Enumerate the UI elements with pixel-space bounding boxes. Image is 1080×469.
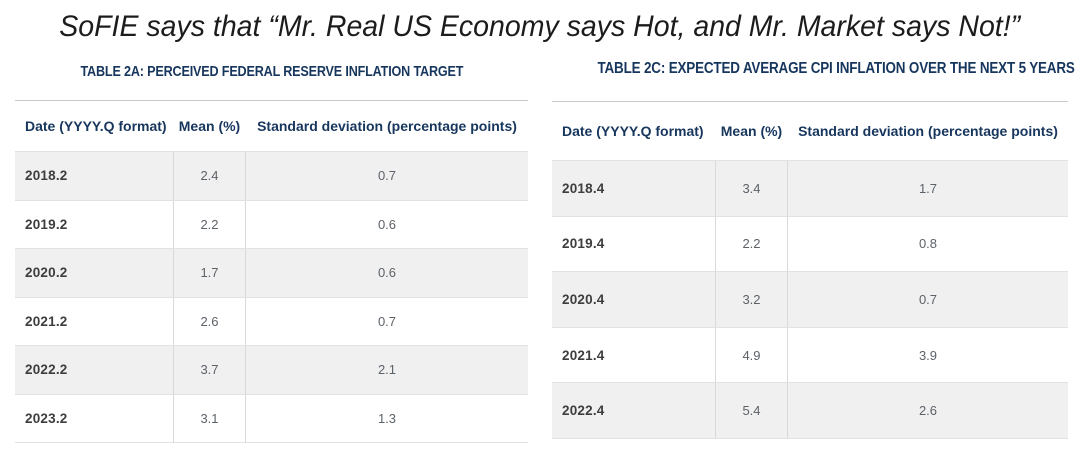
table-row: 2021.2 2.6 0.7 (15, 297, 528, 346)
table-2c-title: TABLE 2C: EXPECTED AVERAGE CPI INFLATION… (552, 57, 1074, 101)
table-2c: TABLE 2C: EXPECTED AVERAGE CPI INFLATION… (552, 57, 1075, 439)
table-2a: TABLE 2A: PERCEIVED FEDERAL RESERVE INFL… (15, 60, 528, 443)
table-2c-top-rule (552, 101, 1068, 102)
column-header-date: Date (YYYY.Q format) (25, 118, 167, 134)
slide-title-text: SoFIE says that “Mr. Real US Economy say… (59, 10, 1021, 43)
table-row: 2020.4 3.2 0.7 (552, 272, 1068, 328)
sd-cell: 0.6 (377, 216, 397, 232)
mean-cell: 5.4 (715, 383, 788, 438)
mean-cell: 2.2 (715, 216, 788, 272)
table-row: 2023.2 3.1 1.3 (15, 394, 528, 443)
table-2a-title: TABLE 2A: PERCEIVED FEDERAL RESERVE INFL… (15, 60, 528, 100)
sd-cell: 0.7 (377, 168, 397, 184)
table-2c-title-text: TABLE 2C: EXPECTED AVERAGE CPI INFLATION… (597, 60, 1075, 77)
column-header-mean: Mean (%) (720, 123, 783, 139)
column-header-date: Date (YYYY.Q format) (562, 123, 704, 139)
sd-cell: 0.7 (918, 291, 938, 307)
table-row: 2018.4 3.4 1.7 (552, 161, 1068, 217)
table-row: 2019.4 2.2 0.8 (552, 216, 1068, 273)
mean-cell: 1.7 (173, 249, 246, 297)
mean-cell: 3.1 (173, 394, 246, 442)
sd-cell: 3.9 (918, 347, 938, 363)
sd-cell: 2.6 (918, 403, 938, 419)
column-header-sd: Standard deviation (percentage points) (798, 123, 1058, 139)
date-cell: 2021.2 (25, 313, 68, 329)
table-row: 2019.2 2.2 0.6 (15, 200, 528, 249)
date-cell: 2020.2 (25, 265, 68, 281)
date-cell: 2022.2 (25, 362, 68, 378)
table-2c-header-row: Date (YYYY.Q format) Mean (%) Standard d… (552, 102, 1068, 160)
table-2a-top-rule (15, 100, 528, 101)
sd-cell: 0.6 (377, 265, 397, 281)
mean-cell: 3.4 (715, 161, 788, 216)
slide-title: SoFIE says that “Mr. Real US Economy say… (0, 8, 1080, 46)
sd-cell: 0.8 (918, 236, 938, 252)
date-cell: 2022.4 (562, 403, 605, 419)
mean-cell: 2.4 (173, 152, 246, 200)
date-cell: 2019.2 (25, 216, 68, 232)
sd-cell: 1.3 (377, 410, 397, 426)
date-cell: 2019.4 (562, 236, 605, 252)
sd-cell: 0.7 (377, 313, 397, 329)
table-row: 2022.4 5.4 2.6 (552, 383, 1068, 439)
mean-cell: 3.2 (715, 272, 788, 327)
table-2a-title-text: TABLE 2A: PERCEIVED FEDERAL RESERVE INFL… (80, 63, 463, 80)
table-row: 2022.2 3.7 2.1 (15, 346, 528, 395)
table-2a-header-row: Date (YYYY.Q format) Mean (%) Standard d… (15, 101, 528, 151)
sd-cell: 2.1 (377, 362, 397, 378)
sd-cell: 1.7 (918, 180, 938, 196)
table-row: 2020.2 1.7 0.6 (15, 249, 528, 298)
table-2c-body: 2018.4 3.4 1.7 2019.4 2.2 0.8 2020.4 3.2 0.7 2021… (552, 160, 1068, 439)
mean-cell: 2.2 (173, 200, 246, 248)
column-header-mean: Mean (%) (178, 118, 241, 134)
date-cell: 2018.2 (25, 168, 68, 184)
mean-cell: 2.6 (173, 297, 246, 345)
date-cell: 2020.4 (562, 291, 605, 307)
table-row: 2021.4 4.9 3.9 (552, 327, 1068, 384)
table-2a-body: 2018.2 2.4 0.7 2019.2 2.2 0.6 2020.2 1.7 0.6 2021… (15, 151, 528, 443)
date-cell: 2023.2 (25, 410, 68, 426)
mean-cell: 3.7 (173, 346, 246, 394)
date-cell: 2018.4 (562, 180, 605, 196)
mean-cell: 4.9 (715, 327, 788, 383)
table-row: 2018.2 2.4 0.7 (15, 152, 528, 201)
date-cell: 2021.4 (562, 347, 605, 363)
column-header-sd: Standard deviation (percentage points) (257, 118, 517, 134)
